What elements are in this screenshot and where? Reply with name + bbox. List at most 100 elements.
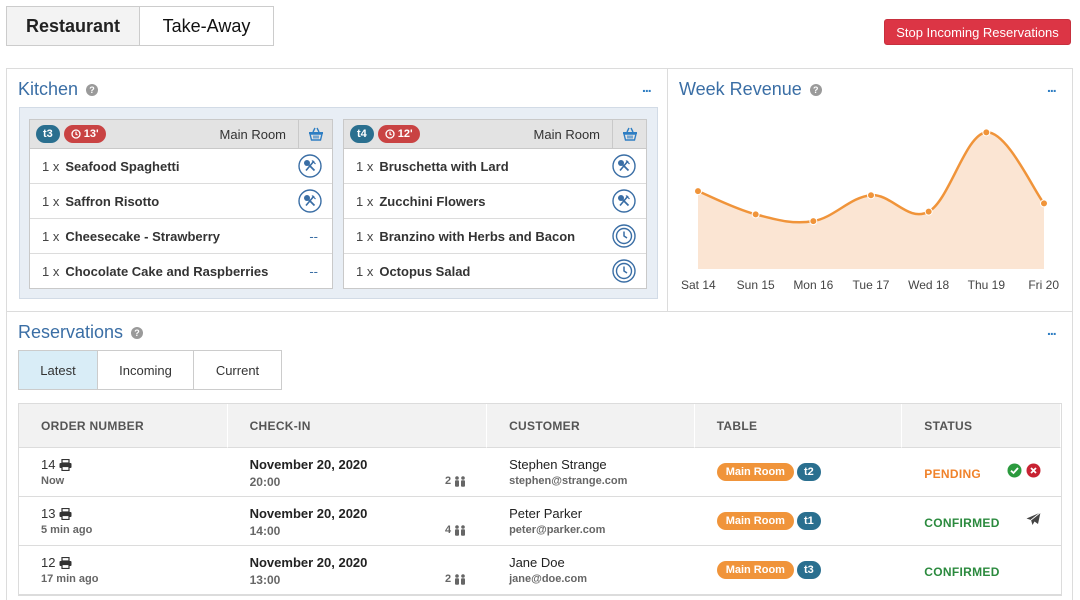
utensils-icon (612, 154, 636, 178)
cooking-status-button[interactable] (298, 189, 322, 213)
status-actions (1007, 463, 1041, 478)
elapsed-badge: 12' (377, 125, 420, 143)
cooking-status-button[interactable] (298, 154, 322, 178)
col-table[interactable]: TABLE (694, 404, 903, 448)
tab-latest[interactable]: Latest (18, 350, 98, 390)
item-dish: Branzino with Herbs and Bacon (379, 228, 576, 244)
revenue-title: Week Revenue (679, 79, 802, 99)
revenue-point[interactable] (982, 128, 991, 137)
item-qty: 1 x (42, 158, 60, 174)
guest-number: 2 (444, 573, 452, 585)
help-icon[interactable]: ? (86, 83, 99, 96)
customer-cell: Jane Doe jane@doe.com (487, 546, 695, 594)
printer-icon[interactable] (59, 458, 72, 471)
cooking-status-button[interactable] (612, 189, 636, 213)
order-number: 12 (41, 555, 56, 570)
kitchen-panel: Kitchen ? ... t3 13' Main Room 1 x Seafo… (6, 68, 668, 312)
item-dish: Cheesecake - Strawberry (65, 228, 220, 244)
tab-incoming[interactable]: Incoming (98, 350, 194, 390)
revenue-point[interactable] (694, 187, 702, 196)
item-qty: 1 x (356, 158, 374, 174)
customer-cell: Stephen Strange stephen@strange.com (487, 448, 695, 496)
send-icon[interactable] (1026, 512, 1041, 526)
utensils-icon (298, 154, 322, 178)
top-tabs: Restaurant Take-Away (6, 6, 274, 46)
waiting-status-button[interactable] (612, 224, 636, 248)
table-row[interactable]: 12 17 min ago November 20, 2020 13:00 2 … (19, 546, 1061, 595)
table-row[interactable]: 13 5 min ago November 20, 2020 14:00 4 P… (19, 497, 1061, 546)
item-dish: Zucchini Flowers (379, 193, 486, 209)
customer-email[interactable]: peter@parker.com (509, 524, 606, 536)
room-badge: Main Room (716, 463, 794, 481)
revenue-area (698, 132, 1044, 269)
col-order-number[interactable]: ORDER NUMBER (19, 404, 228, 448)
item-qty: 1 x (42, 193, 60, 209)
clock-icon (612, 259, 636, 283)
reservations-title-wrap: Reservations ? (18, 322, 144, 343)
printer-icon[interactable] (59, 507, 72, 520)
order-item-row: 1 x Cheesecake - Strawberry -- (30, 219, 332, 254)
waiting-status-button[interactable] (612, 259, 636, 283)
order-item-row: 1 x Octopus Salad (344, 254, 646, 289)
revenue-point[interactable] (924, 207, 933, 216)
col-customer[interactable]: CUSTOMER (487, 404, 695, 448)
reservations-more-icon[interactable]: ... (1047, 322, 1057, 338)
table-row[interactable]: 14 Now November 20, 2020 20:00 2 Stephen… (19, 448, 1061, 497)
kitchen-title-wrap: Kitchen ? (18, 79, 99, 100)
tab-restaurant[interactable]: Restaurant (6, 6, 140, 46)
customer-email[interactable]: stephen@strange.com (509, 475, 628, 487)
cooking-status-button[interactable] (612, 154, 636, 178)
kitchen-board: t3 13' Main Room 1 x Seafood Spaghetti 1… (19, 107, 658, 299)
tab-current[interactable]: Current (194, 350, 282, 390)
people-icon (455, 573, 466, 585)
checkin-date: November 20, 2020 (249, 555, 368, 570)
revenue-point[interactable] (867, 191, 875, 200)
status-cell: CONFIRMED (902, 546, 1061, 594)
reject-icon[interactable] (1026, 463, 1041, 478)
col-status[interactable]: STATUS (902, 404, 1061, 448)
printer-icon[interactable] (59, 556, 72, 569)
checkin-cell: November 20, 2020 14:00 4 (228, 497, 487, 545)
revenue-title-wrap: Week Revenue ? (679, 79, 822, 100)
kitchen-more-icon[interactable]: ... (642, 79, 652, 95)
customer-email[interactable]: jane@doe.com (509, 573, 588, 585)
order-item-row: 1 x Bruschetta with Lard (344, 149, 646, 184)
order-age: 17 min ago (41, 573, 99, 585)
order-card-header: t4 12' Main Room (344, 120, 646, 149)
revenue-more-icon[interactable]: ... (1047, 79, 1057, 95)
order-number-wrap: 12 (41, 555, 228, 570)
order-card-header: t3 13' Main Room (30, 120, 332, 149)
order-item-row: 1 x Branzino with Herbs and Bacon (344, 219, 646, 254)
customer-name: Stephen Strange (509, 457, 607, 472)
confirm-icon[interactable] (1007, 463, 1022, 478)
item-qty: 1 x (42, 228, 60, 244)
order-item-row: 1 x Chocolate Cake and Raspberries -- (30, 254, 332, 289)
utensils-icon (298, 189, 322, 213)
basket-button[interactable] (298, 120, 332, 148)
order-age: 5 min ago (41, 524, 93, 536)
revenue-point[interactable] (809, 217, 818, 226)
item-dish: Saffron Risotto (65, 193, 160, 209)
revenue-point[interactable] (1040, 199, 1048, 208)
tab-takeaway[interactable]: Take-Away (140, 6, 274, 46)
revenue-point[interactable] (751, 210, 760, 219)
help-icon[interactable]: ? (809, 83, 822, 96)
help-icon[interactable]: ? (131, 326, 144, 339)
table-cell: Main Room t1 (695, 497, 903, 545)
clock-icon (71, 129, 81, 139)
item-dish: Chocolate Cake and Raspberries (65, 264, 269, 279)
people-icon (455, 524, 466, 536)
order-number: 14 (41, 457, 56, 472)
table-badge: t2 (796, 463, 821, 481)
no-status: -- (309, 228, 318, 244)
checkin-time: 13:00 (249, 573, 281, 587)
col-check-in[interactable]: CHECK-IN (227, 404, 488, 448)
kitchen-order-card: t4 12' Main Room 1 x Bruschetta with Lar… (343, 119, 647, 289)
x-tick-label: Sat 14 (681, 278, 716, 292)
stop-incoming-reservations-button[interactable]: Stop Incoming Reservations (884, 19, 1071, 45)
guest-number: 4 (444, 524, 452, 536)
guest-number: 2 (444, 475, 452, 487)
x-tick-label: Tue 17 (853, 278, 890, 292)
basket-button[interactable] (612, 120, 646, 148)
table-badge: t4 (350, 125, 374, 143)
